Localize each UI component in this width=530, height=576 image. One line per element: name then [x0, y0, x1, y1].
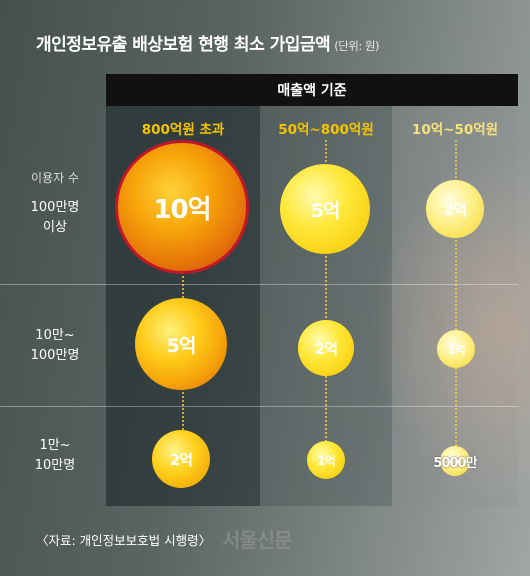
- row-divider-1: [0, 284, 518, 285]
- bubble-r2-c1: 5억: [135, 298, 227, 390]
- row-label-1-line1: 100만명: [30, 200, 80, 215]
- column-guide-2: [325, 140, 327, 462]
- row-label-3-line1: 1만~: [39, 438, 71, 453]
- bubble-r3-c2: 1억: [307, 441, 345, 479]
- bubble-r1-c1: 10억: [115, 140, 249, 274]
- row-label-1-line2: 이상: [43, 220, 67, 235]
- column-guide-3: [455, 140, 457, 462]
- title-text: 개인정보유출 배상보험 현행 최소 가입금액: [36, 35, 331, 55]
- row-label-1: 100만명 이상: [8, 198, 102, 238]
- row-label-3-line2: 10만명: [34, 458, 76, 473]
- row-group-label: 이용자 수: [8, 168, 102, 189]
- bubble-r2-c3: 1억: [437, 330, 475, 368]
- publisher-logo: 서울신문: [222, 528, 293, 552]
- chart-title: 개인정보유출 배상보험 현행 최소 가입금액 (단위: 원): [36, 30, 379, 55]
- bubble-r1-c3: 2억: [426, 180, 484, 238]
- row-label-2: 10만~ 100만명: [8, 326, 102, 366]
- bubble-r3-c3: 5000만: [433, 446, 478, 476]
- column-header-1: 800억원 초과: [141, 122, 225, 138]
- row-label-2-line1: 10만~: [35, 328, 75, 343]
- row-label-2-line2: 100만명: [30, 348, 80, 363]
- bubble-r3-c3-label: 5000만: [433, 455, 477, 471]
- unit-label: (단위: 원): [334, 39, 379, 53]
- column-header-3: 10억~50억원: [411, 122, 499, 138]
- bubble-r2-c2: 2억: [298, 320, 354, 376]
- row-label-3: 1만~ 10만명: [8, 436, 102, 476]
- bubble-r3-c1: 2억: [152, 430, 210, 488]
- row-divider-2: [0, 406, 518, 407]
- bubble-r1-c2: 5억: [280, 164, 370, 254]
- column-group-header: 매출액 기준: [106, 74, 518, 106]
- column-header-2: 50억~800억원: [278, 122, 374, 138]
- source-note: 〈자료: 개인정보보호법 시행령〉: [36, 533, 212, 548]
- row-group-text: 이용자 수: [31, 171, 79, 185]
